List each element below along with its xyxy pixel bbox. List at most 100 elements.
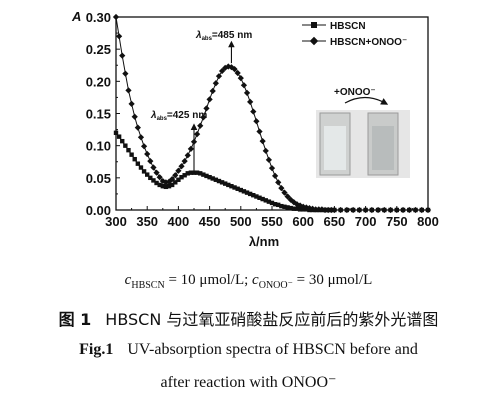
- legend-onoo-label: HBSCN+ONOO⁻: [330, 37, 407, 48]
- data-point-hbscn-onoo: [134, 124, 141, 131]
- data-point-hbscn-onoo: [281, 189, 288, 196]
- data-point-hbscn-onoo: [125, 87, 132, 94]
- data-point-hbscn-onoo: [169, 176, 176, 183]
- data-point-hbscn-onoo: [140, 143, 148, 150]
- data-point-hbscn: [254, 194, 259, 199]
- cuvette-after-solution: [372, 126, 394, 170]
- data-point-hbscn: [263, 198, 268, 203]
- data-point-hbscn: [116, 134, 122, 139]
- data-point-hbscn-onoo: [190, 138, 198, 145]
- annotation-label-425: λabs=425 nm: [150, 110, 207, 122]
- x-tick-label: 350: [136, 214, 158, 229]
- figure-caption-english-line2: after reaction with ONOO⁻: [160, 374, 337, 391]
- data-point-hbscn: [198, 171, 203, 176]
- uv-absorption-chart: 300 350 400 450 500 550 600 650 700 750 800 0.00 0.0…: [71, 9, 439, 249]
- data-point-hbscn: [260, 196, 265, 202]
- data-point-hbscn-onoo: [250, 108, 257, 115]
- caption-en-label: Fig.1: [79, 341, 114, 358]
- data-point-hbscn: [151, 178, 156, 183]
- data-point-hbscn-onoo: [243, 89, 251, 97]
- data-point-hbscn-onoo: [172, 172, 179, 179]
- x-tick-label: 450: [199, 214, 221, 229]
- data-point-hbscn: [176, 177, 181, 182]
- data-point-hbscn: [232, 185, 237, 190]
- y-tick-label: 0.25: [86, 42, 111, 57]
- data-point-hbscn-onoo: [259, 138, 266, 145]
- data-point-hbscn: [257, 195, 262, 200]
- x-tick-label: 750: [386, 214, 408, 229]
- data-point-hbscn: [238, 187, 243, 193]
- data-point-hbscn-onoo: [272, 172, 279, 180]
- x-tick-label: 400: [168, 214, 190, 229]
- data-point-hbscn-onoo: [147, 157, 154, 165]
- data-point-hbscn: [266, 199, 272, 204]
- data-point-hbscn: [157, 182, 162, 188]
- x-tick-label: 650: [324, 214, 346, 229]
- annotation-label-485: λabs=485 nm: [195, 30, 252, 42]
- data-point-hbscn: [188, 170, 194, 175]
- data-point-hbscn-onoo: [203, 105, 210, 112]
- data-point-hbscn-onoo: [194, 130, 201, 138]
- y-tick-label: 0.30: [86, 10, 111, 25]
- data-point-hbscn-onoo: [184, 152, 191, 159]
- data-point-hbscn-onoo: [209, 87, 216, 95]
- cuvette-before-solution: [324, 126, 346, 170]
- data-point-hbscn-onoo: [197, 122, 204, 129]
- data-point-hbscn: [204, 173, 209, 179]
- data-point-hbscn: [288, 205, 293, 211]
- x-tick-label: 700: [355, 214, 377, 229]
- data-point-hbscn-onoo: [128, 100, 135, 107]
- data-point-hbscn-onoo: [237, 75, 244, 82]
- data-point-hbscn: [285, 205, 290, 210]
- data-point-hbscn: [210, 176, 215, 181]
- y-tick-label: 0.10: [86, 139, 111, 154]
- data-point-hbscn: [216, 178, 222, 184]
- data-point-hbscn: [194, 170, 200, 175]
- data-point-hbscn-onoo: [218, 67, 226, 75]
- data-point-hbscn: [154, 180, 159, 186]
- x-axis-label: λ/nm: [249, 234, 279, 249]
- data-point-hbscn: [223, 181, 228, 186]
- data-point-hbscn: [276, 202, 281, 208]
- data-point-hbscn: [279, 203, 284, 209]
- legend-hbscn-label: HBSCN: [330, 21, 366, 32]
- data-point-hbscn-onoo: [275, 179, 282, 186]
- data-point-hbscn-onoo: [200, 114, 207, 121]
- data-point-hbscn: [191, 170, 197, 175]
- data-point-hbscn-onoo: [187, 145, 194, 152]
- data-point-hbscn: [160, 183, 165, 189]
- data-point-hbscn: [251, 193, 256, 198]
- data-point-hbscn-onoo: [240, 82, 248, 89]
- data-point-hbscn-onoo: [284, 193, 291, 200]
- y-tick-label: 0.05: [86, 171, 111, 186]
- data-point-hbscn: [141, 169, 147, 174]
- data-point-hbscn: [213, 177, 219, 182]
- data-point-hbscn: [126, 147, 131, 153]
- data-point-hbscn: [120, 138, 125, 144]
- y-tick-label: 0.00: [86, 203, 111, 218]
- data-point-hbscn: [241, 189, 247, 194]
- data-point-hbscn: [182, 173, 187, 178]
- data-point-hbscn: [166, 183, 172, 189]
- data-point-hbscn: [132, 156, 137, 162]
- x-tick-label: 500: [230, 214, 252, 229]
- data-point-hbscn: [235, 186, 240, 191]
- y-tick-label: 0.15: [86, 107, 111, 122]
- data-point-hbscn-onoo: [265, 156, 272, 163]
- data-point-hbscn: [282, 204, 287, 209]
- y-tick-label: 0.20: [86, 74, 111, 89]
- data-point-hbscn-onoo: [122, 70, 129, 77]
- data-point-hbscn: [173, 180, 178, 185]
- y-axis-label: A: [71, 9, 81, 24]
- measurement-conditions: cHBSCN = 10 μmol/L; cONOO⁻ = 30 μmol/L: [124, 272, 373, 291]
- caption-en-text-line1: UV-absorption spectra of HBSCN before an…: [127, 341, 418, 358]
- data-point-hbscn: [294, 206, 300, 211]
- data-point-hbscn: [135, 161, 141, 166]
- data-point-hbscn: [129, 152, 134, 157]
- data-point-hbscn: [163, 184, 169, 190]
- legend-onoo-marker: [309, 36, 319, 46]
- data-point-hbscn-onoo: [262, 147, 269, 154]
- data-point-hbscn: [113, 130, 119, 135]
- data-point-hbscn: [269, 200, 275, 206]
- data-point-hbscn-onoo: [153, 169, 160, 176]
